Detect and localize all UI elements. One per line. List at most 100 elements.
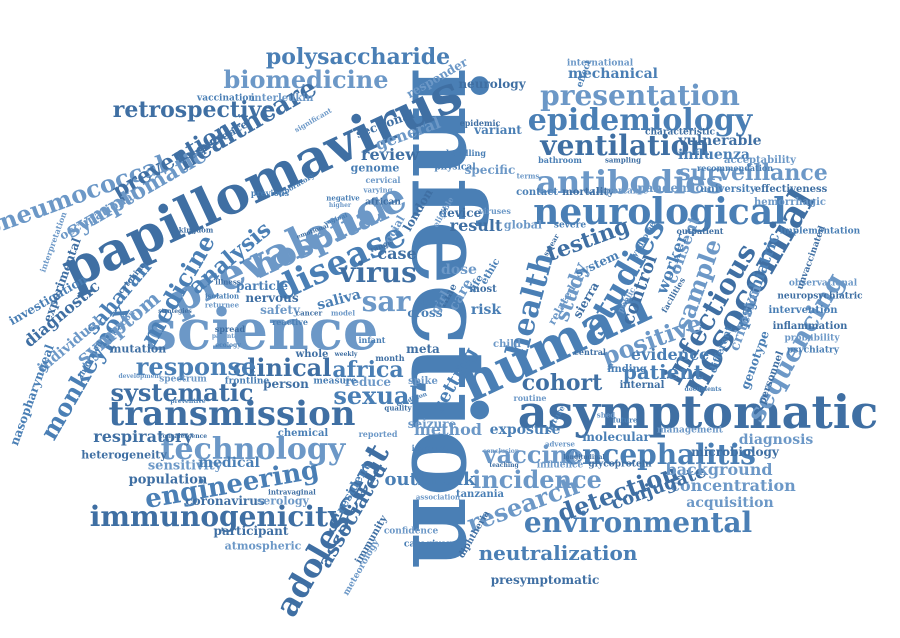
- word-biomedicine: biomedicine: [223, 65, 389, 94]
- word-science: science: [145, 297, 379, 363]
- word-polysaccharide: polysaccharide: [265, 44, 451, 70]
- word-neuropsychiatric: neuropsychiatric: [777, 291, 863, 302]
- word-mutation: mutation: [109, 342, 167, 356]
- word-global: global: [503, 218, 543, 232]
- word-reactive: reactive: [272, 317, 308, 327]
- word-result: result: [449, 216, 503, 235]
- word-nervous: nervous: [245, 291, 299, 305]
- word-sampling: sampling: [604, 155, 642, 165]
- word-neutralization: neutralization: [478, 541, 638, 565]
- word-environmental: environmental: [523, 506, 753, 539]
- word-transmission: transmission: [108, 394, 356, 434]
- word-ecology: ecology: [215, 342, 241, 349]
- word-central: central: [574, 347, 606, 357]
- word-incidence: incidence: [472, 465, 602, 494]
- word-glycoprotein: glycoprotein: [588, 459, 652, 470]
- word-vaccine: vaccine: [482, 440, 584, 469]
- word-coronavirus: coronavirus: [185, 494, 265, 508]
- word-sar: sar: [361, 285, 411, 318]
- word-molecular: molecular: [582, 430, 650, 444]
- word-influenza: influenza: [678, 147, 750, 163]
- word-cancer: cancer: [295, 308, 323, 318]
- word-international: international: [566, 58, 634, 69]
- word-infant: infant: [358, 335, 386, 345]
- word-risk: risk: [470, 302, 502, 318]
- word-sexual: sexual: [333, 381, 419, 410]
- word-patient: patient: [622, 360, 704, 384]
- word-child: child: [493, 339, 521, 350]
- word-measure: measure: [313, 376, 357, 387]
- word-epidemic: epidemic: [459, 118, 501, 128]
- word-response: response: [135, 352, 257, 381]
- word-sensitivity: sensitivity: [147, 458, 223, 474]
- word-presentation: presentation: [540, 79, 740, 112]
- word-exposure: exposure: [489, 422, 561, 438]
- word-dose: dose: [441, 262, 477, 278]
- word-finding: finding: [607, 364, 647, 375]
- word-meta: meta: [406, 342, 440, 356]
- word-immunogenicity: immunogenicity: [89, 500, 345, 533]
- word-future: future: [612, 415, 638, 425]
- word-presymptomatic: presymptomatic: [490, 573, 600, 587]
- word-immune: immune: [411, 443, 449, 453]
- word-illness: illness: [215, 277, 241, 287]
- word-higher: higher: [328, 202, 352, 209]
- word-acquisition: acquisition: [686, 495, 774, 511]
- word-diagnosis: diagnosis: [738, 432, 814, 448]
- word-physical: physical: [434, 162, 476, 173]
- word-management: management: [657, 425, 723, 436]
- word-terms: terms: [516, 171, 540, 181]
- word-preventive: preventive: [170, 398, 206, 405]
- word-asymptomatic: asymptomatic: [517, 385, 879, 439]
- word-frontline: frontline: [224, 376, 270, 387]
- word-ventilation: ventilation: [540, 129, 710, 162]
- word-cross: cross: [407, 306, 443, 320]
- word-weekly: weekly: [334, 351, 358, 358]
- word-routine: routine: [513, 393, 547, 403]
- word-previous: previous: [250, 188, 290, 198]
- word-virus: virus: [339, 256, 417, 289]
- word-device: device: [438, 206, 482, 220]
- word-university: university: [700, 184, 756, 195]
- word-case: case: [377, 244, 417, 263]
- word-respiratory: respiratory: [93, 427, 193, 446]
- word-encephalitis: encephalitis: [564, 438, 756, 471]
- word-cohort: cohort: [521, 370, 603, 396]
- word-intervention: intervention: [768, 305, 838, 316]
- word-specific: specific: [464, 163, 516, 177]
- word-documents: documents: [684, 386, 722, 393]
- word-interleukin: interleukin: [250, 93, 314, 104]
- word-confidence: confidence: [383, 526, 439, 537]
- word-convalescence: convalescence: [158, 433, 208, 440]
- word-africa: africa: [332, 357, 404, 383]
- word-serology: serology: [257, 494, 309, 508]
- word-variant: variant: [474, 123, 522, 137]
- word-seizure: seizure: [407, 417, 457, 431]
- word-association: association: [415, 492, 461, 502]
- word-person: person: [263, 377, 309, 391]
- word-medical: medical: [198, 455, 260, 471]
- word-month: month: [375, 353, 405, 363]
- word-mortality: mortality: [562, 187, 614, 198]
- word-tanzania: tanzania: [455, 489, 505, 500]
- word-outbreak: outbreak: [384, 469, 476, 490]
- word-inflammation: inflammation: [772, 321, 848, 332]
- word-psychiatry: psychiatry: [787, 345, 839, 356]
- word-atmospheric: atmospheric: [224, 539, 302, 553]
- word-concentration: concentration: [670, 476, 796, 495]
- word-outpatient: outpatient: [676, 226, 724, 236]
- word-handling: handling: [446, 148, 486, 158]
- word-whole: whole: [295, 349, 329, 360]
- word-bathroom: bathroom: [538, 155, 582, 165]
- word-intravaginal: intravaginal: [268, 487, 316, 497]
- word-model: model: [330, 308, 356, 318]
- word-clinical: clinical: [232, 353, 332, 382]
- word-effectiveness: effectiveness: [754, 184, 828, 195]
- word-varying: varying: [363, 185, 393, 195]
- word-antibodies: antibodies: [536, 163, 724, 201]
- word-safety: safety: [260, 303, 300, 317]
- word-hemorrhagic: hemorrhagic: [753, 197, 827, 208]
- word-epidemiology: epidemiology: [527, 103, 753, 138]
- word-parental: parental: [211, 333, 241, 340]
